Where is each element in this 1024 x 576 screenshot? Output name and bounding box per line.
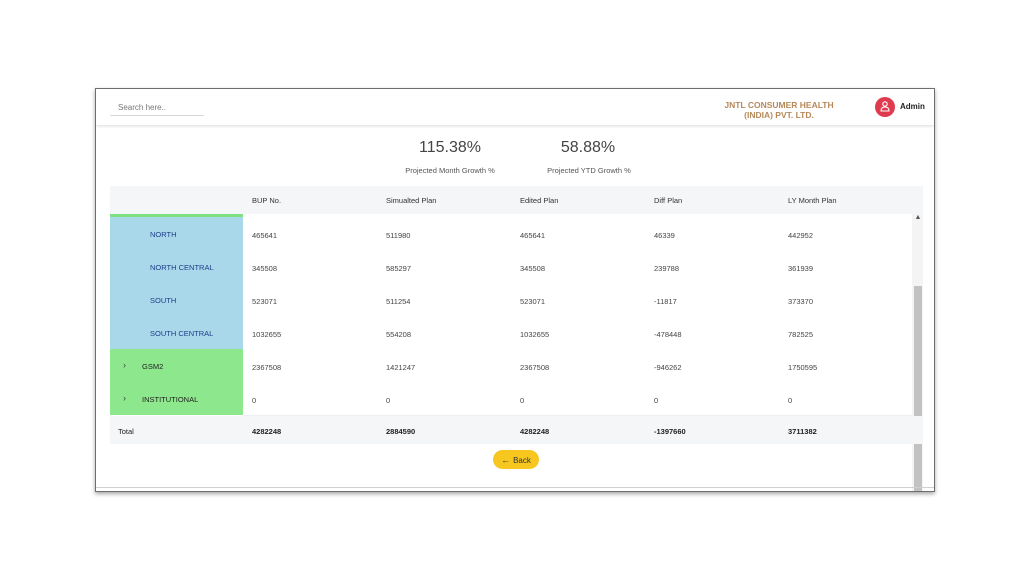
table-row[interactable]: SOUTH 523071 511254 523071 -11817 373370 [110, 283, 912, 317]
cell: 511980 [386, 231, 411, 240]
scrollbar-thumb[interactable] [914, 286, 922, 491]
cell: 465641 [520, 231, 546, 240]
top-bar: JNTL CONSUMER HEALTH (INDIA) PVT. LTD. A… [96, 89, 934, 125]
total-cell: -1397660 [654, 427, 686, 436]
kpi-month-growth-label: Projected Month Growth % [405, 166, 495, 175]
cell: 345508 [252, 264, 278, 273]
row-label-cell: › GSM2 [110, 349, 243, 383]
row-label-cell: NORTH CENTRAL [110, 250, 243, 284]
total-cell: 3711382 [788, 427, 817, 436]
back-button-label: Back [513, 455, 531, 465]
cell: 585297 [386, 264, 412, 273]
row-label: INSTITUTIONAL [142, 395, 199, 404]
arrow-left-icon: ← [501, 454, 511, 465]
chevron-right-icon[interactable]: › [123, 360, 126, 370]
row-label-cell: SOUTH CENTRAL [110, 316, 243, 350]
scroll-up-icon[interactable]: ▲ [914, 214, 922, 221]
search-input[interactable] [110, 99, 204, 116]
cell: 1032655 [252, 330, 282, 339]
column-header[interactable]: LY Month Plan [788, 196, 837, 205]
cell: 361939 [788, 264, 814, 273]
cell: 0 [386, 396, 391, 405]
row-label: NORTH CENTRAL [150, 263, 214, 272]
cell: 1421247 [386, 363, 416, 372]
table-row[interactable]: NORTH CENTRAL 345508 585297 345508 23978… [110, 250, 912, 284]
cell: -946262 [654, 363, 682, 372]
cell: 345508 [520, 264, 546, 273]
column-header[interactable]: Edited Plan [520, 196, 559, 205]
table-row[interactable]: SOUTH CENTRAL 1032655 554208 1032655 -47… [110, 316, 912, 350]
cell: 0 [654, 396, 659, 405]
cell: 442952 [788, 231, 814, 240]
row-label-cell: NORTH [110, 217, 243, 251]
group-strip [110, 214, 243, 217]
kpi-ytd-growth-value: 58.88% [560, 139, 616, 156]
chevron-right-icon[interactable]: › [123, 393, 126, 403]
cell: -478448 [654, 330, 682, 339]
user-name[interactable]: Admin [900, 102, 925, 111]
table-header: BUP No. Simualted Plan Edited Plan Diff … [110, 186, 923, 214]
row-label: SOUTH CENTRAL [150, 329, 214, 338]
cell: 2367508 [252, 363, 282, 372]
column-header[interactable]: Diff Plan [654, 196, 683, 205]
cell: 1750595 [788, 363, 818, 372]
kpi-month-growth-value: 115.38% [419, 139, 481, 156]
app-window: JNTL CONSUMER HEALTH (INDIA) PVT. LTD. A… [95, 88, 935, 492]
divider [96, 487, 934, 488]
cell: 465641 [252, 231, 278, 240]
cell: 554208 [386, 330, 412, 339]
cell: 1032655 [520, 330, 550, 339]
cell: 523071 [520, 297, 546, 306]
row-label: GSM2 [142, 362, 164, 371]
cell: 2367508 [520, 363, 550, 372]
company-name: JNTL CONSUMER HEALTH (INDIA) PVT. LTD. [712, 100, 846, 120]
company-name-line2: (INDIA) PVT. LTD. [744, 110, 814, 120]
kpi-ytd-growth-label: Projected YTD Growth % [547, 166, 631, 175]
avatar[interactable] [875, 97, 895, 117]
cell: 782525 [788, 330, 814, 339]
company-name-line1: JNTL CONSUMER HEALTH [724, 100, 834, 110]
column-header[interactable]: Simualted Plan [386, 196, 437, 205]
row-label-cell: SOUTH [110, 283, 243, 317]
back-button[interactable]: ← Back [493, 450, 539, 469]
row-label: SOUTH [150, 296, 177, 305]
table-row[interactable]: NORTH 465641 511980 465641 46339 442952 [110, 217, 912, 251]
column-header[interactable]: BUP No. [252, 196, 282, 205]
total-cell: 4282248 [252, 427, 282, 436]
table-total-row: Total 4282248 2884590 4282248 -1397660 3… [110, 416, 923, 444]
cell: 523071 [252, 297, 278, 306]
table-row[interactable]: › INSTITUTIONAL 0 0 0 0 0 [110, 382, 912, 416]
row-label: NORTH [150, 230, 177, 239]
cell: -11817 [654, 297, 677, 306]
table-row[interactable]: › GSM2 2367508 1421247 2367508 -946262 1… [110, 349, 912, 383]
cell: 239788 [654, 264, 680, 273]
total-cell: 4282248 [520, 427, 550, 436]
cell: 0 [520, 396, 525, 405]
cell: 511254 [386, 297, 411, 306]
cell: 0 [252, 396, 257, 405]
cell: 373370 [788, 297, 814, 306]
user-icon [880, 101, 890, 112]
total-cell: 2884590 [386, 427, 416, 436]
cell: 46339 [654, 231, 675, 240]
row-label-cell: › INSTITUTIONAL [110, 382, 243, 416]
cell: 0 [788, 396, 793, 405]
total-label: Total [118, 427, 134, 436]
